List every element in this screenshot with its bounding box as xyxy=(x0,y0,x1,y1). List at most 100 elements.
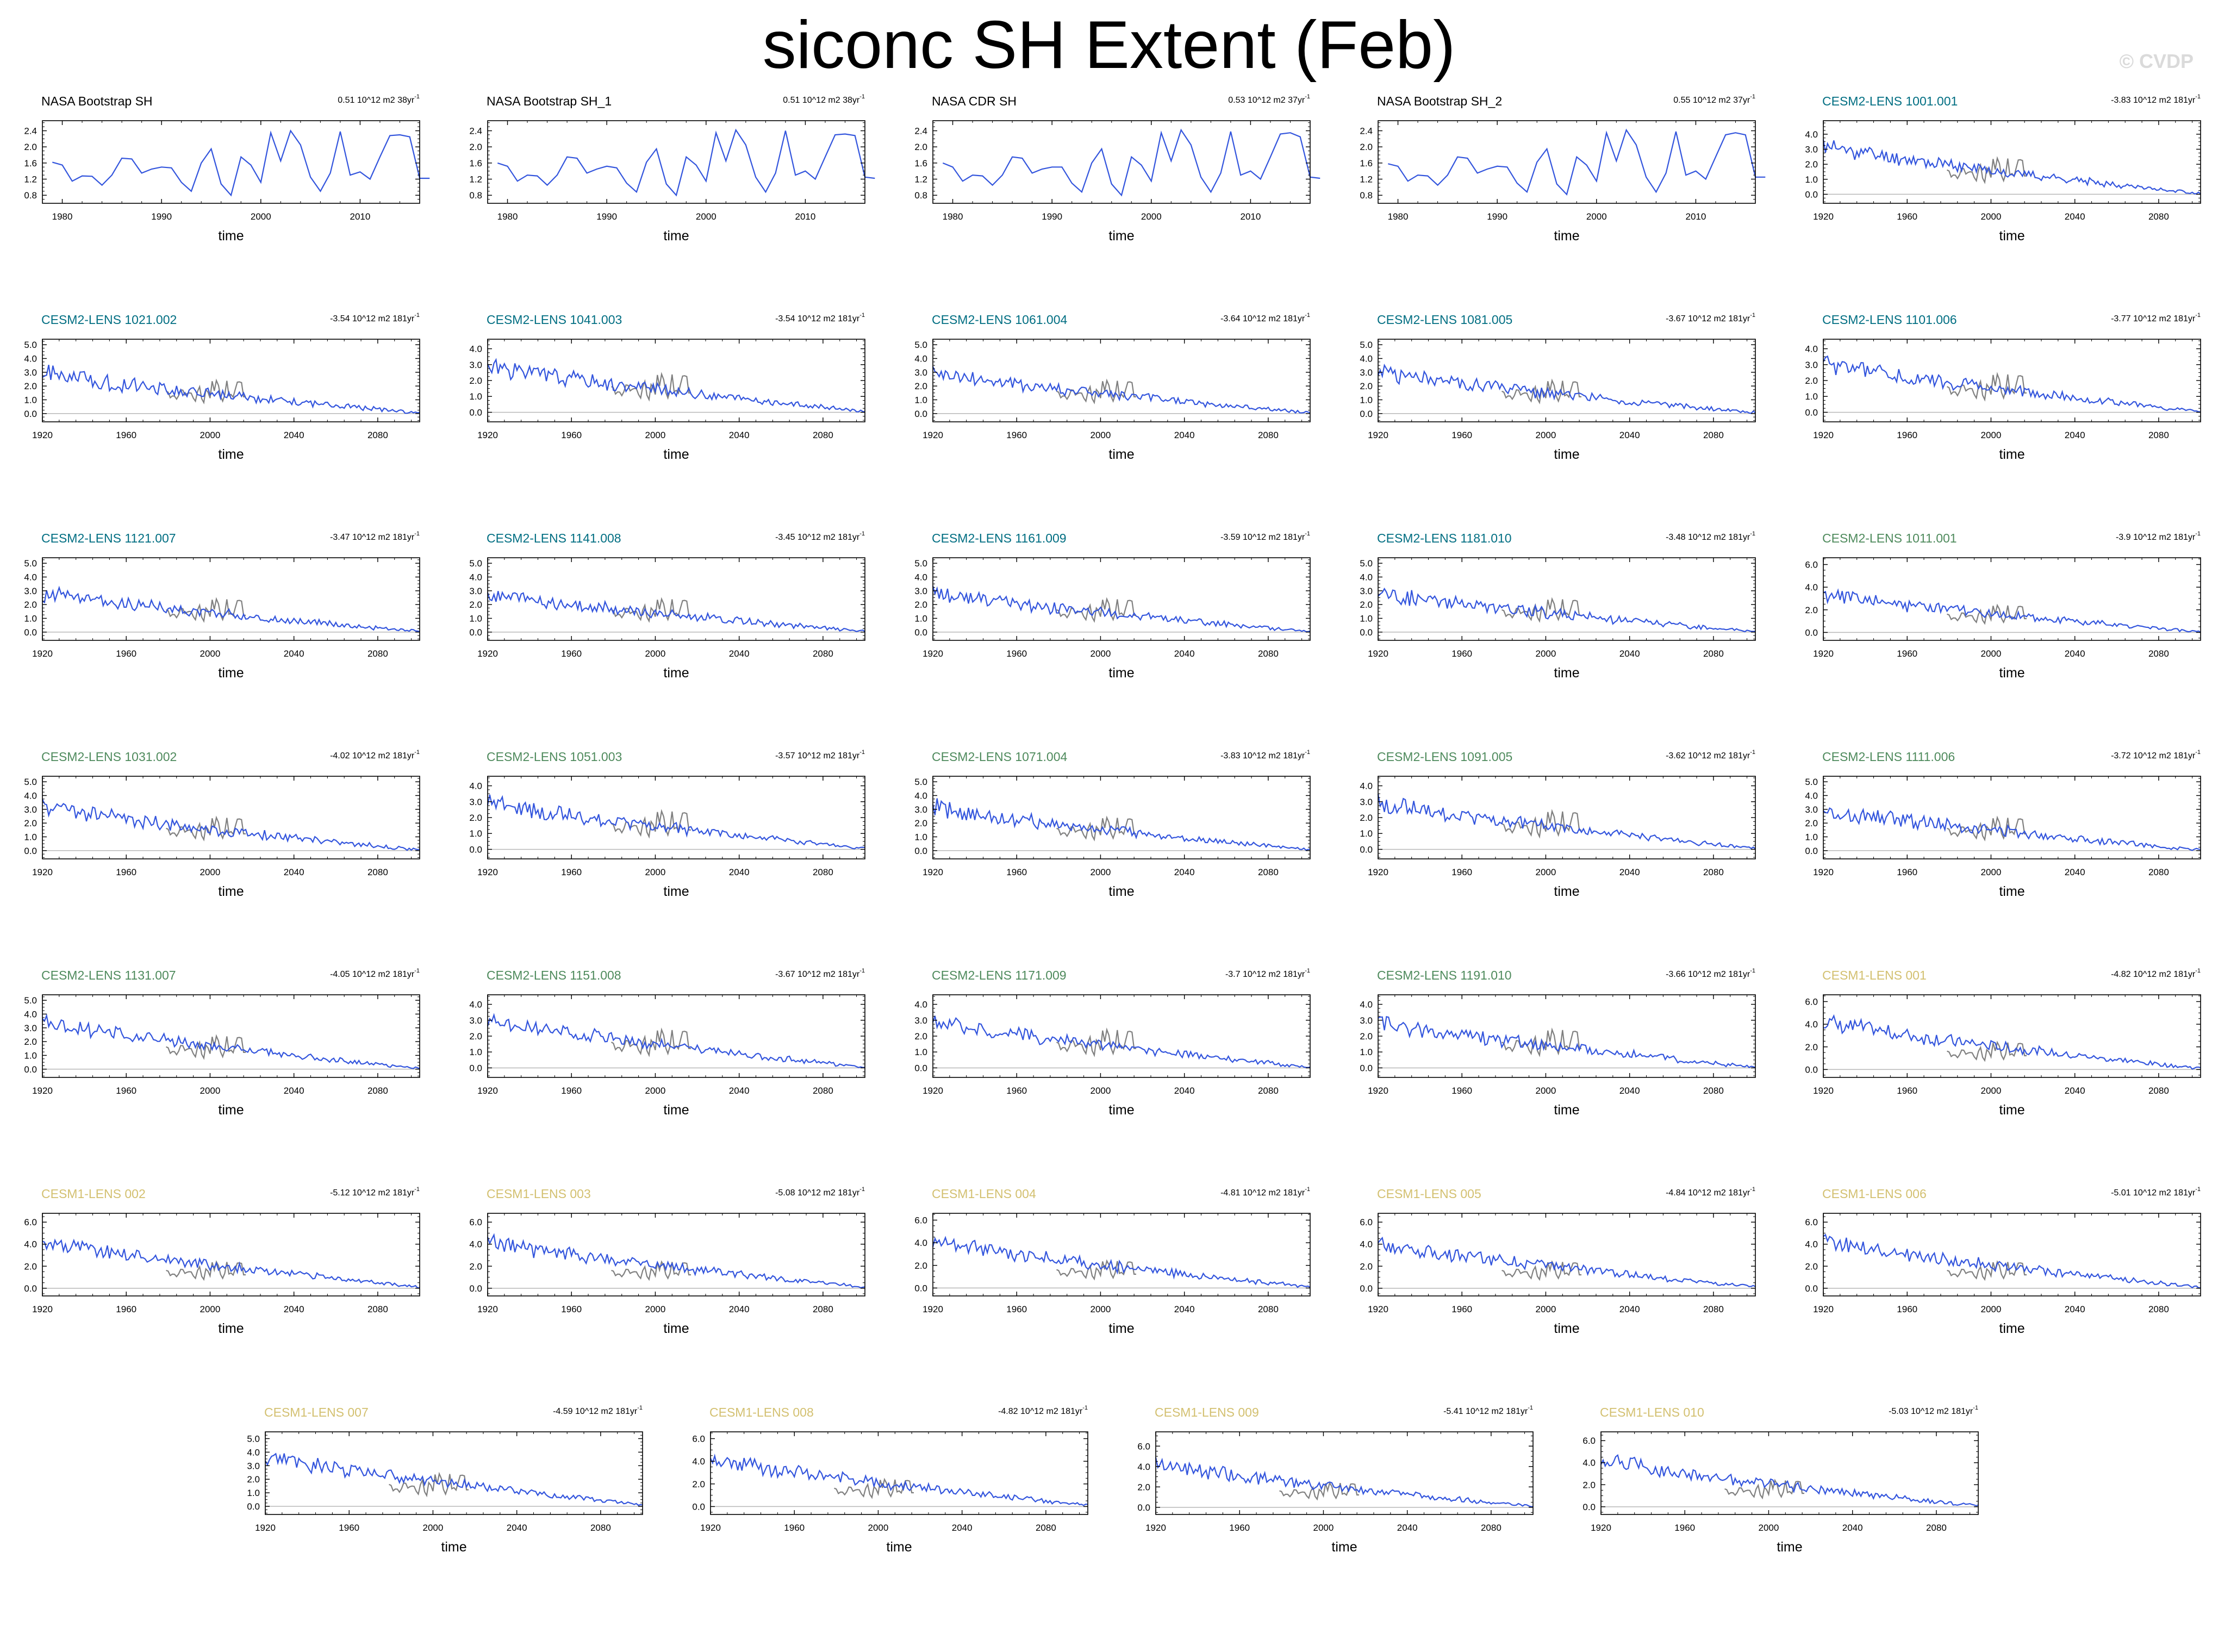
x-tick-label: 2000 xyxy=(1091,1086,1111,1096)
x-tick-label: 1960 xyxy=(561,867,582,877)
y-tick-label: 3.0 xyxy=(1360,1015,1373,1026)
plot-frame xyxy=(42,339,420,422)
x-tick-label: 2000 xyxy=(200,867,221,877)
y-tick-label: 3.0 xyxy=(469,586,482,596)
x-axis-label: time xyxy=(1108,884,1134,899)
y-tick-label: 4.0 xyxy=(1805,129,1818,140)
y-tick-label: 1.0 xyxy=(914,613,927,624)
obs-series-line xyxy=(166,597,246,623)
x-axis-label: time xyxy=(218,1321,244,1336)
panel: NASA Bootstrap SH 0.51 10^12 m2 38yr-1 0.8… xyxy=(24,93,430,244)
panel-title: CESM2-LENS 1141.008 xyxy=(487,531,621,545)
x-tick-label: 2040 xyxy=(1619,430,1640,440)
plot-frame xyxy=(932,120,1311,204)
y-tick-label: 0.8 xyxy=(914,190,927,201)
y-tick-label: 1.0 xyxy=(469,613,482,624)
y-tick-label: 1.0 xyxy=(1805,832,1818,842)
y-tick-label: 0.0 xyxy=(469,1283,482,1294)
x-tick-label: 2080 xyxy=(2148,1304,2169,1314)
obs-series-line xyxy=(1056,597,1136,623)
x-tick-label: 2000 xyxy=(1536,867,1556,877)
plot-frame xyxy=(1155,1431,1534,1515)
y-tick-label: 6.0 xyxy=(1805,559,1818,570)
y-tick-label: 1.2 xyxy=(914,174,927,185)
panel: CESM2-LENS 1031.002 -4.02 10^12 m2 181yr-… xyxy=(24,749,420,899)
x-axis-label: time xyxy=(663,665,689,681)
x-tick-label: 2010 xyxy=(350,211,371,222)
x-tick-label: 2000 xyxy=(645,649,666,659)
y-tick-label: 0.0 xyxy=(24,1283,37,1294)
plot-frame xyxy=(1378,776,1756,859)
obs-series-line xyxy=(1056,1259,1136,1281)
x-tick-label: 2010 xyxy=(1686,211,1706,222)
panel-title: CESM2-LENS 1071.004 xyxy=(932,750,1068,764)
y-tick-label: 1.0 xyxy=(914,832,927,842)
y-tick-label: 2.0 xyxy=(914,818,927,828)
y-tick-label: 1.0 xyxy=(1805,174,1818,185)
x-tick-label: 1960 xyxy=(1006,1086,1027,1096)
panel: CESM1-LENS 008 -4.82 10^12 m2 181yr-1 0.0 2… xyxy=(692,1405,1088,1555)
y-tick-label: 0.0 xyxy=(1805,846,1818,856)
series-line xyxy=(41,799,420,851)
x-tick-label: 2000 xyxy=(200,430,221,440)
panel: CESM2-LENS 1131.007 -4.05 10^12 m2 181yr-… xyxy=(24,968,420,1118)
panel: CESM1-LENS 010 -5.03 10^12 m2 181yr-1 0.0 2… xyxy=(1582,1405,1979,1555)
y-tick-label: 2.0 xyxy=(24,1037,37,1047)
y-tick-label: 0.0 xyxy=(24,627,37,638)
x-tick-label: 2000 xyxy=(1759,1523,1779,1533)
x-tick-label: 2080 xyxy=(2148,649,2169,659)
series-line xyxy=(1378,1236,1756,1288)
y-tick-label: 0.0 xyxy=(914,1283,927,1293)
x-tick-label: 2040 xyxy=(2065,211,2085,222)
obs-series-line xyxy=(1279,1481,1359,1501)
x-tick-label: 2080 xyxy=(2148,867,2169,877)
x-tick-label: 2040 xyxy=(284,867,304,877)
x-tick-label: 1920 xyxy=(1813,1086,1834,1096)
plot-frame xyxy=(42,1213,420,1296)
trend-label: -3.64 10^12 m2 181yr-1 xyxy=(1220,312,1310,323)
trend-label: -3.54 10^12 m2 181yr-1 xyxy=(330,312,420,323)
obs-series-line xyxy=(166,815,246,841)
x-axis-label: time xyxy=(1999,228,2024,244)
x-tick-label: 1960 xyxy=(1451,1304,1472,1314)
series-line xyxy=(487,1233,865,1289)
y-tick-label: 0.0 xyxy=(469,844,482,855)
y-tick-label: 4.0 xyxy=(914,790,927,801)
y-tick-label: 0.0 xyxy=(1805,627,1818,638)
y-tick-label: 5.0 xyxy=(914,777,927,787)
y-tick-label: 3.0 xyxy=(247,1461,260,1471)
x-tick-label: 2000 xyxy=(1981,1304,2002,1314)
x-tick-label: 2040 xyxy=(1619,649,1640,659)
series-line xyxy=(42,1013,420,1069)
x-tick-label: 2010 xyxy=(795,211,816,222)
x-tick-label: 2040 xyxy=(1619,1304,1640,1314)
x-tick-label: 1920 xyxy=(923,1086,943,1096)
x-tick-label: 2000 xyxy=(1981,430,2002,440)
x-tick-label: 2000 xyxy=(1091,867,1111,877)
y-tick-label: 2.0 xyxy=(247,1474,260,1485)
series-line xyxy=(932,1236,1311,1288)
y-tick-label: 0.0 xyxy=(469,1063,482,1073)
series-line xyxy=(1377,363,1756,414)
y-tick-label: 6.0 xyxy=(1137,1441,1150,1451)
x-tick-label: 1960 xyxy=(116,649,136,659)
y-tick-label: 2.0 xyxy=(469,600,482,610)
x-tick-label: 1920 xyxy=(477,430,498,440)
x-tick-label: 1960 xyxy=(1897,211,1917,222)
panel: CESM1-LENS 004 -4.81 10^12 m2 181yr-1 0.0 2… xyxy=(914,1186,1311,1336)
x-tick-label: 1920 xyxy=(1368,649,1388,659)
trend-label: -4.59 10^12 m2 181yr-1 xyxy=(553,1405,643,1416)
y-tick-label: 5.0 xyxy=(914,340,927,350)
x-tick-label: 1920 xyxy=(1368,430,1388,440)
series-line xyxy=(1378,1016,1756,1069)
x-tick-label: 2040 xyxy=(1842,1523,1863,1533)
y-tick-label: 3.0 xyxy=(1805,360,1818,370)
x-tick-label: 2080 xyxy=(1926,1523,1947,1533)
y-tick-label: 4.0 xyxy=(914,572,927,582)
x-tick-label: 2000 xyxy=(1313,1523,1334,1533)
panel: CESM2-LENS 1111.006 -3.72 10^12 m2 181yr-… xyxy=(1805,749,2201,899)
x-tick-label: 2040 xyxy=(284,1304,304,1314)
x-axis-label: time xyxy=(1777,1539,1802,1555)
y-tick-label: 1.0 xyxy=(1360,1047,1373,1057)
y-tick-label: 3.0 xyxy=(469,1015,482,1026)
